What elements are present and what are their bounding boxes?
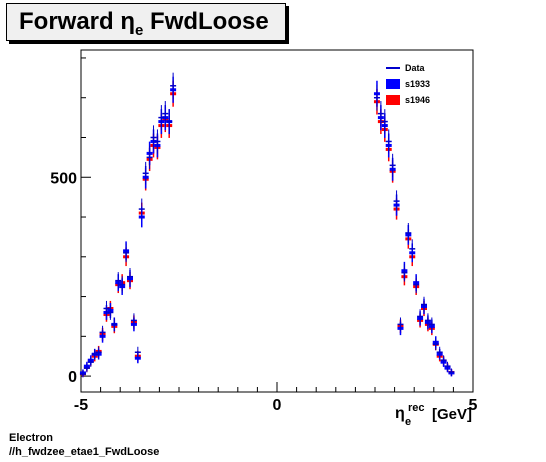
legend-label: Data — [405, 63, 426, 73]
Data-point — [79, 370, 86, 378]
Data-point — [127, 268, 133, 286]
Data-point — [83, 363, 90, 373]
Data-point — [432, 338, 439, 351]
footer-path: //h_fwdzee_etae1_FwdLoose — [9, 446, 160, 458]
Data-point — [448, 368, 455, 376]
title-tail: FwdLoose — [143, 8, 269, 35]
x-axis-subscript: e — [405, 416, 411, 428]
plot-marks — [79, 72, 455, 378]
Data-point — [146, 145, 153, 170]
title-subscript: e — [135, 21, 144, 39]
Data-point — [436, 346, 443, 358]
Data-point — [150, 125, 157, 150]
Data-point — [444, 361, 451, 371]
Data-point — [428, 317, 435, 332]
Data-point — [405, 222, 412, 243]
Data-point — [103, 300, 110, 317]
x-tick-label: 0 — [273, 397, 282, 414]
Data-point — [87, 357, 94, 367]
legend-swatch-s1933 — [386, 79, 400, 89]
Data-point — [377, 101, 384, 127]
Data-point — [397, 317, 404, 332]
legend-swatch-s1946 — [386, 95, 400, 105]
x-axis-symbol: η — [395, 405, 405, 422]
footer-label: Electron — [9, 432, 54, 444]
Data-point — [162, 101, 169, 127]
y-tick-label: 0 — [68, 369, 77, 386]
Data-point — [158, 105, 165, 131]
Data-point — [142, 161, 149, 185]
x-tick-label: -5 — [74, 397, 88, 414]
Data-point — [421, 296, 427, 313]
Data-point — [166, 109, 173, 135]
Data-point — [393, 190, 400, 212]
Data-point — [154, 129, 161, 154]
legend-label: s1933 — [405, 79, 430, 89]
plot-legend: Data s1933 s1946 — [386, 63, 430, 105]
Data-point — [417, 309, 424, 324]
Data-point — [170, 72, 177, 99]
Data-point — [91, 348, 98, 360]
x-axis-unit: [GeV] — [432, 406, 472, 423]
x-axis-label: η e rec [GeV] — [395, 402, 472, 428]
Data-point — [381, 109, 388, 135]
Data-point — [389, 153, 396, 177]
Data-point — [107, 305, 114, 320]
Data-point — [401, 263, 408, 282]
Data-point — [95, 346, 102, 358]
Data-point — [373, 84, 380, 111]
Data-point — [115, 272, 122, 290]
Data-point — [134, 346, 141, 358]
Data-point — [138, 198, 145, 220]
Data-point — [409, 239, 416, 259]
x-tick-label: 5 — [469, 397, 478, 414]
x-axis-superscript: rec — [408, 402, 425, 414]
legend-label: s1946 — [405, 95, 430, 105]
Data-point — [123, 243, 130, 263]
Data-point — [99, 325, 106, 339]
title-main: Forward η — [19, 8, 136, 35]
plot-axes: -5 0 5 0 500 — [50, 49, 478, 414]
Data-point — [111, 317, 118, 332]
Data-point — [385, 129, 392, 154]
footer: Electron //h_fwdzee_etae1_FwdLoose — [9, 431, 159, 459]
Data-point — [119, 276, 126, 294]
Data-point — [130, 313, 137, 328]
Data-point — [440, 355, 447, 366]
y-tick-label: 500 — [50, 170, 77, 187]
Data-point — [424, 313, 431, 328]
Data-point — [413, 276, 420, 294]
